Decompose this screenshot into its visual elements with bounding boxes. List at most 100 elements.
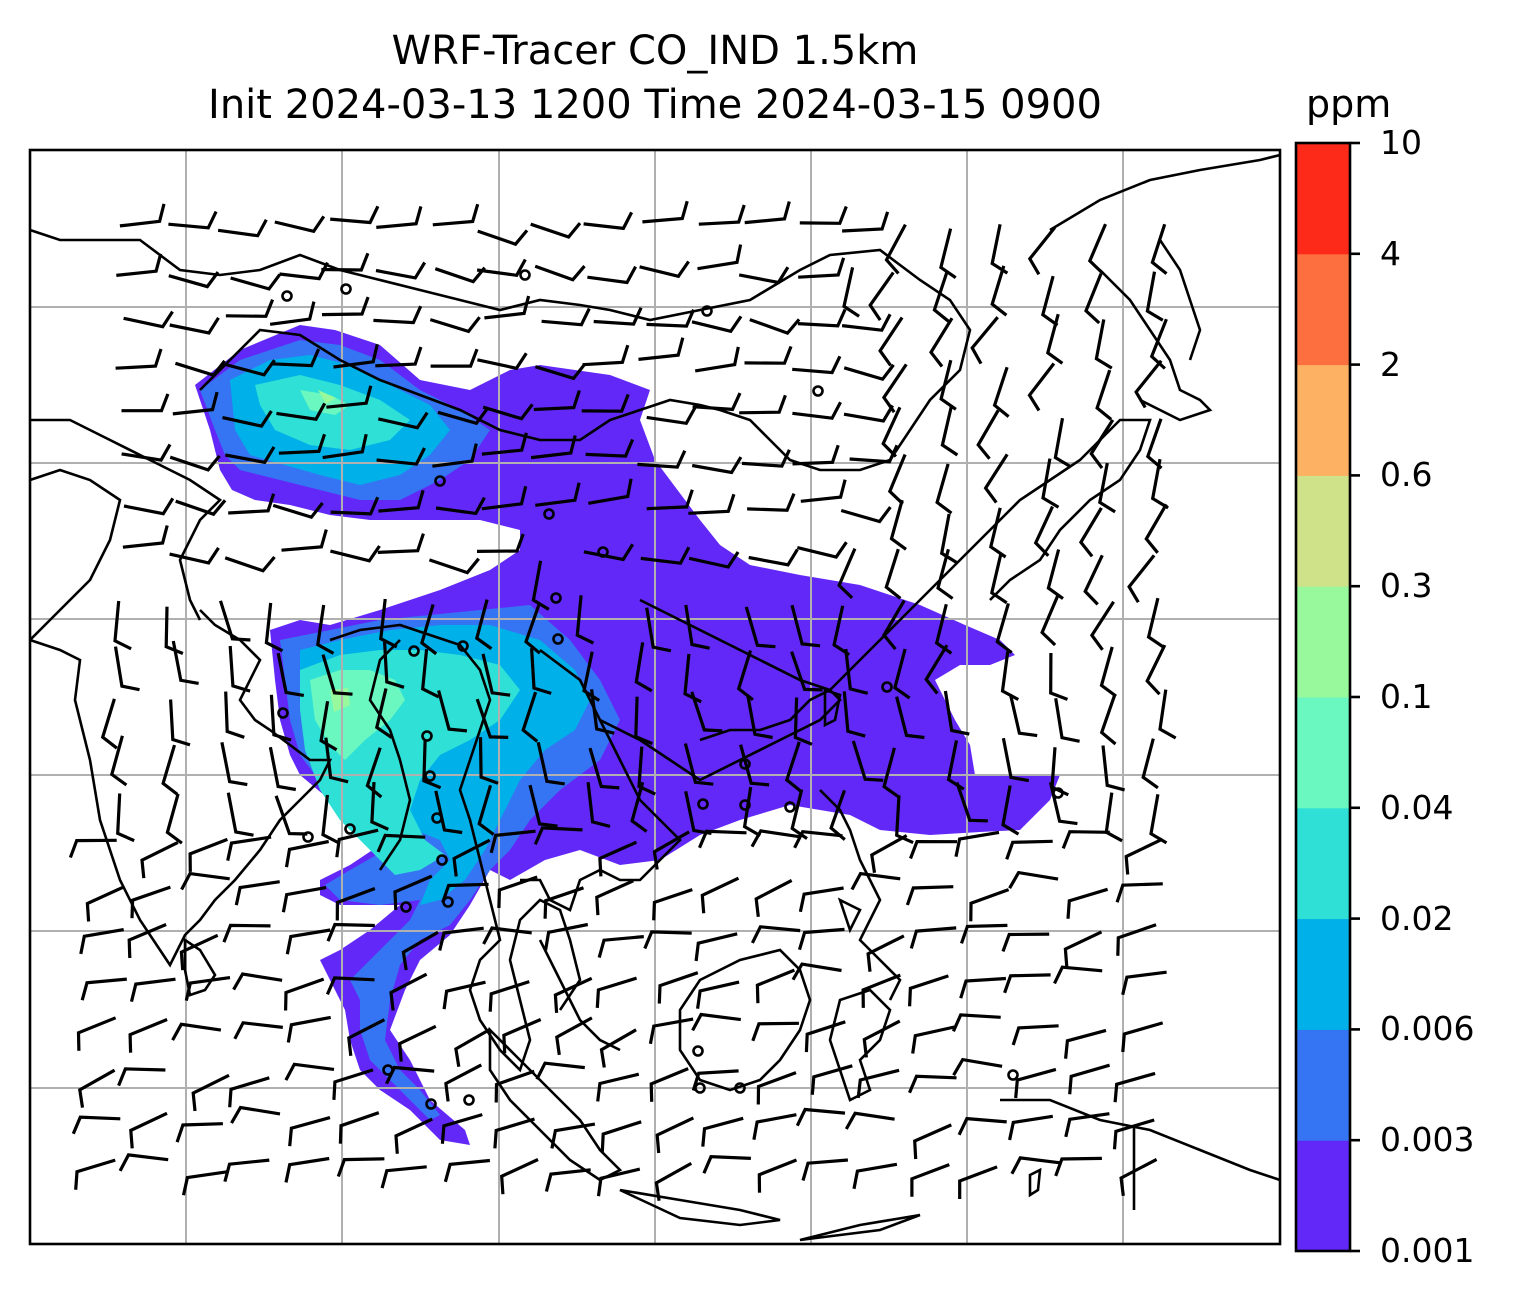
wind-barb — [595, 976, 638, 1008]
wind-barb — [116, 253, 163, 277]
wind-barb — [939, 359, 957, 411]
wind-barb — [432, 203, 480, 227]
wind-barb — [752, 1113, 797, 1140]
wind-barb — [1078, 507, 1103, 558]
wind-barb — [541, 307, 591, 327]
wind-barb — [401, 930, 439, 971]
wind-barb — [330, 496, 380, 516]
wind-barb — [80, 977, 127, 1001]
wind-barb — [939, 513, 958, 565]
wind-barb — [1099, 694, 1117, 746]
wind-barb — [643, 930, 692, 950]
wind-barb — [117, 1067, 166, 1087]
colorbar-segment — [1296, 364, 1350, 476]
wind-barb — [969, 888, 1010, 922]
calm-wind-circle — [519, 269, 531, 281]
wind-barb — [582, 344, 630, 367]
wind-barb — [533, 390, 581, 412]
wind-barb — [481, 432, 528, 456]
wind-barb — [688, 493, 736, 515]
wind-barb — [793, 697, 813, 746]
wind-barb — [849, 444, 899, 464]
wind-barb — [477, 784, 495, 836]
wind-barb — [165, 793, 183, 845]
wind-barb — [385, 1065, 435, 1085]
calm-wind-circle — [463, 1094, 475, 1106]
wind-barb — [85, 885, 125, 922]
wind-barb — [596, 1072, 640, 1102]
wind-barb — [909, 839, 958, 860]
wind-barb — [738, 266, 790, 285]
wind-barb — [696, 980, 740, 1009]
wind-barb — [652, 830, 690, 870]
wind-barb — [596, 1167, 641, 1197]
wind-barb — [494, 1069, 535, 1103]
wind-barb — [684, 604, 710, 650]
wind-barb — [749, 318, 801, 335]
wind-barb — [428, 557, 480, 575]
wind-barb — [530, 648, 552, 695]
wind-barb — [502, 1018, 542, 1054]
wind-barb — [129, 1111, 168, 1149]
wind-barb — [851, 740, 884, 782]
wind-barb — [140, 840, 179, 879]
wind-barb — [1063, 930, 1103, 968]
wind-barb — [326, 385, 373, 409]
wind-barb — [335, 887, 376, 921]
wind-barb — [489, 829, 536, 854]
wind-barb — [269, 694, 292, 742]
wind-barb — [992, 366, 1010, 418]
wind-barb — [454, 1027, 492, 1067]
calm-wind-circle — [344, 823, 356, 835]
wind-barb — [128, 1018, 168, 1053]
wind-barb — [932, 271, 950, 323]
wind-barb — [691, 456, 743, 475]
calm-wind-circle — [692, 1045, 704, 1057]
wind-barb — [224, 359, 276, 377]
wind-barb — [793, 829, 843, 849]
wind-barb — [905, 885, 954, 906]
wind-barb — [181, 1170, 228, 1196]
wind-barb — [698, 829, 747, 849]
wind-barb — [989, 553, 1008, 605]
wind-barb — [228, 493, 276, 515]
wind-barb — [585, 438, 635, 458]
calm-wind-circle — [697, 798, 709, 810]
wind-barb — [374, 688, 393, 739]
wind-barb — [113, 646, 140, 692]
colorbar-tick-label: 4 — [1380, 233, 1401, 273]
colorbar-segment — [1296, 586, 1350, 698]
wind-barb — [269, 301, 316, 326]
wind-barb — [1158, 689, 1177, 740]
wind-barb — [531, 560, 550, 611]
calm-wind-circle — [431, 812, 443, 824]
wind-barb — [444, 1063, 483, 1102]
wind-barb — [746, 694, 773, 740]
wind-barb — [639, 260, 690, 279]
wind-barb — [478, 737, 499, 785]
wind-barb — [595, 879, 634, 916]
wind-barb — [281, 529, 328, 552]
wind-barb — [862, 1019, 901, 1058]
wind-barb — [225, 299, 275, 318]
wind-barb — [1008, 1114, 1054, 1141]
wind-barb — [1127, 554, 1156, 604]
wind-barb — [744, 201, 791, 225]
wind-barb — [1053, 417, 1072, 469]
plume-level-5 — [300, 390, 405, 760]
wind-barb — [375, 346, 423, 368]
wind-barb — [881, 406, 902, 458]
calm-wind-circle — [734, 1082, 746, 1094]
wind-barb — [437, 407, 489, 426]
calm-wind-circle — [881, 681, 893, 693]
wind-barb — [333, 343, 379, 369]
colorbar-tick-label: 10 — [1380, 123, 1422, 162]
wind-barb — [837, 547, 857, 600]
coastlines — [30, 153, 1280, 1242]
wind-barb — [1146, 597, 1165, 649]
wind-barb — [739, 744, 770, 787]
wind-barb — [587, 265, 638, 285]
wind-barb — [1041, 458, 1060, 509]
wind-barb — [1064, 1028, 1107, 1059]
